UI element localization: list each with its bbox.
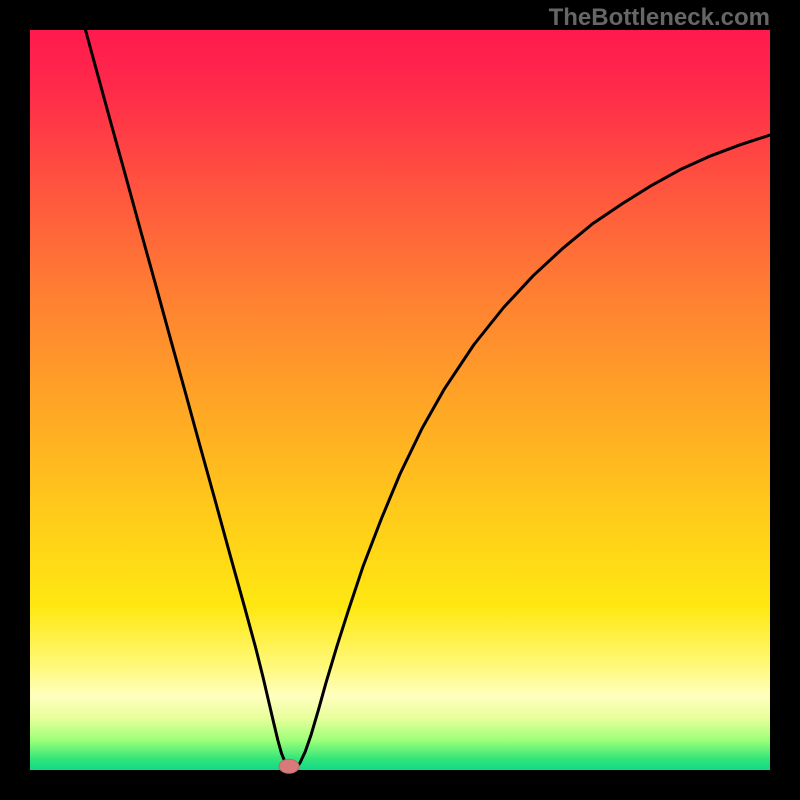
chart-svg [0, 0, 800, 800]
plot-background [30, 30, 770, 770]
watermark-text: TheBottleneck.com [549, 4, 770, 32]
minimum-marker [279, 759, 299, 773]
chart-container: TheBottleneck.com [0, 0, 800, 800]
